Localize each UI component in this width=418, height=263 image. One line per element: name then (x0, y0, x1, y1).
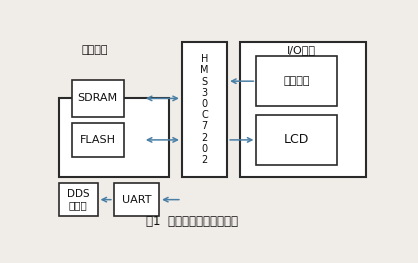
Text: UART: UART (122, 195, 151, 205)
Text: LCD: LCD (284, 133, 309, 146)
Text: FLASH: FLASH (79, 135, 116, 145)
Bar (256, 56, 337, 107)
Text: I/O设备: I/O设备 (287, 45, 316, 55)
Text: H
M
S
3
0
C
7
2
0
2: H M S 3 0 C 7 2 0 2 (200, 54, 209, 165)
Bar (72, 80, 124, 117)
Bar (59, 184, 98, 216)
Text: 存储系统: 存储系统 (81, 45, 107, 55)
Bar (59, 98, 169, 177)
Bar (256, 115, 337, 165)
Text: SDRAM: SDRAM (78, 93, 117, 103)
Bar (182, 42, 227, 177)
Text: DDS
信号源: DDS 信号源 (67, 189, 89, 210)
Text: 矩阵键盘: 矩阵键盘 (283, 76, 310, 86)
Bar (114, 184, 159, 216)
Bar (72, 123, 124, 157)
Text: 图1  系统硬件总体方案构图: 图1 系统硬件总体方案构图 (145, 215, 237, 228)
Bar (240, 42, 367, 177)
